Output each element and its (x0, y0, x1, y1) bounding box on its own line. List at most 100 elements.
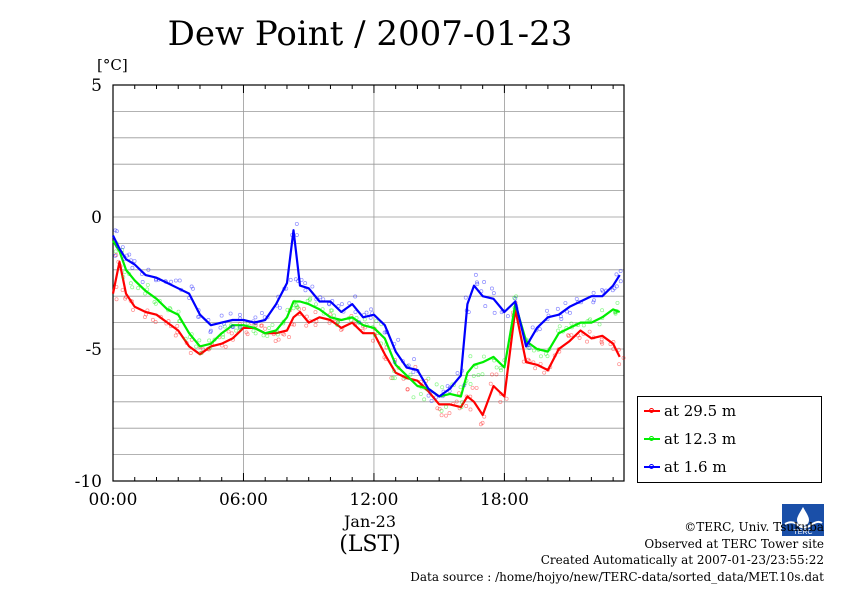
data-sample-point (482, 414, 487, 419)
data-sample-point (113, 253, 118, 258)
data-sample-point (392, 376, 397, 381)
data-sample-point (437, 406, 442, 411)
data-sample-point (196, 314, 201, 319)
data-sample-point (474, 365, 479, 369)
legend-label: at 12.3 m (664, 430, 737, 448)
data-sample-point (494, 372, 499, 377)
data-sample-point (251, 329, 256, 333)
data-sample-point (444, 413, 448, 418)
data-sample-point (538, 354, 543, 359)
data-sample-point (591, 300, 596, 305)
data-sample-point (412, 357, 416, 362)
data-sample-point (228, 311, 233, 316)
data-sample-point (476, 373, 481, 378)
data-sample-point (372, 333, 377, 338)
data-sample-point (498, 399, 503, 404)
data-sample-point (329, 308, 334, 313)
data-sample-point (440, 385, 445, 390)
data-sample-point (405, 387, 410, 392)
legend-item-1-6m: at 1.6 m (644, 457, 727, 477)
x-axis-label: (LST) (339, 532, 401, 557)
data-sample-point (175, 324, 180, 328)
data-sample-point (176, 309, 181, 314)
y-tick-label: 5 (91, 76, 102, 96)
data-sample-point (418, 392, 423, 396)
data-sample-point (153, 301, 158, 306)
x-tick-label: 00:00 (89, 490, 138, 510)
series-12-3m (112, 240, 621, 398)
data-sample-point (588, 317, 593, 322)
data-sample-point (556, 328, 560, 333)
data-sample-point (474, 280, 479, 285)
data-sample-point (526, 345, 531, 350)
data-sample-point (310, 284, 315, 289)
credit-created: Created Automatically at 2007-01-23/23:5… (540, 553, 824, 567)
data-sample-point (434, 382, 439, 387)
data-sample-point (259, 323, 264, 328)
y-unit-label: [°C] (97, 56, 128, 74)
data-sample-point (475, 282, 480, 286)
data-sample-point (313, 310, 318, 315)
data-sample-point (527, 345, 532, 350)
data-sample-point (336, 320, 340, 325)
data-sample-point (273, 339, 278, 343)
data-sample-point (145, 282, 150, 287)
x-tick-label: 12:00 (349, 490, 398, 510)
data-sample-point (173, 278, 178, 283)
data-sample-point (275, 332, 280, 337)
data-sample-point (237, 326, 242, 331)
data-sample-point (577, 335, 582, 340)
data-sample-point (353, 310, 358, 314)
data-sample-point (114, 297, 119, 302)
data-sample-point (468, 354, 473, 359)
data-sample-point (113, 249, 118, 254)
data-sample-point (169, 279, 174, 284)
data-sample-point (153, 320, 158, 324)
data-sample-point (303, 288, 308, 293)
legend-swatch-blue (644, 464, 660, 469)
data-sample-point (481, 354, 486, 359)
data-sample-point (537, 327, 542, 332)
data-sample-point (494, 365, 499, 370)
data-sample-point (543, 351, 548, 356)
data-sample-point (498, 366, 503, 371)
data-sample-point (470, 385, 475, 390)
data-sample-point (459, 400, 464, 404)
legend-item-29-5m: at 29.5 m (644, 401, 736, 421)
data-sample-point (566, 333, 571, 338)
data-sample-point (426, 393, 431, 398)
data-sample-point (614, 272, 619, 277)
data-sample-point (282, 332, 287, 337)
data-sample-point (382, 330, 387, 335)
data-sample-point (245, 332, 250, 337)
data-sample-point (488, 381, 493, 386)
data-sample-point (514, 294, 519, 299)
data-sample-point (447, 411, 452, 416)
data-sample-point (454, 399, 459, 404)
legend: at 29.5 m at 12.3 m at 1.6 m (637, 396, 822, 483)
data-sample-point (253, 323, 258, 328)
data-sample-point (478, 422, 483, 427)
data-sample-point (152, 300, 157, 305)
data-sample-point (208, 330, 213, 335)
data-sample-point (374, 319, 379, 323)
data-sample-point (265, 334, 270, 338)
data-sample-point (413, 365, 418, 369)
data-sample-point (318, 295, 323, 300)
data-sample-point (474, 385, 479, 390)
data-sample-point (559, 316, 564, 321)
data-sample-point (136, 286, 141, 291)
data-sample-point (231, 325, 236, 329)
data-sample-point (131, 307, 135, 312)
data-sample-point (292, 322, 297, 327)
data-sample-point (237, 312, 242, 317)
legend-swatch-red (644, 408, 660, 413)
data-sample-point (429, 398, 434, 403)
data-sample-point (132, 259, 137, 264)
data-sample-point (483, 304, 488, 309)
data-sample-point (499, 368, 503, 373)
terc-logo: TERC (782, 504, 824, 536)
credit-source: Data source : /home/hojyo/new/TERC-data/… (410, 569, 824, 584)
data-sample-point (357, 320, 362, 325)
